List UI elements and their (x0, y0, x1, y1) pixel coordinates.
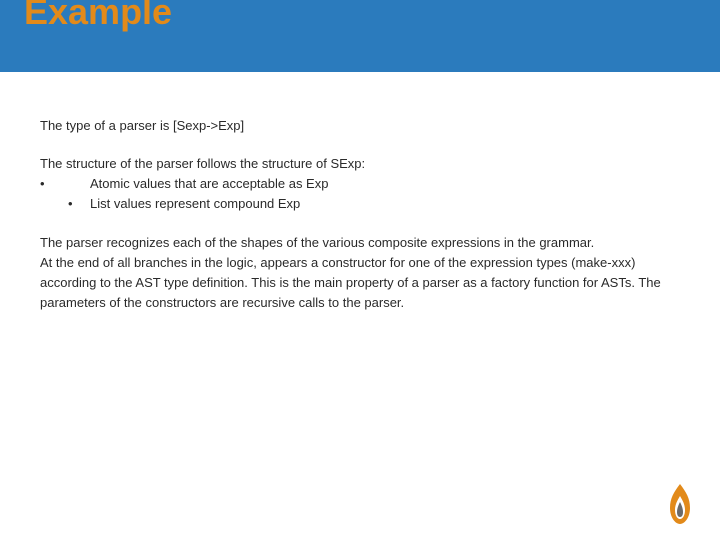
bullet-block: The structure of the parser follows the … (40, 154, 680, 214)
slide-title: Example (24, 0, 172, 30)
paragraph-1: The type of a parser is [Sexp->Exp] (40, 116, 680, 136)
bullet-intro: The structure of the parser follows the … (40, 154, 680, 174)
bullet-marker: • (40, 174, 90, 194)
bullet-marker: • (40, 194, 90, 214)
bullet-text: List values represent compound Exp (90, 194, 300, 214)
bullet-item: • Atomic values that are acceptable as E… (40, 174, 680, 194)
bullet-text: Atomic values that are acceptable as Exp (90, 174, 328, 194)
slide-body: The type of a parser is [Sexp->Exp] The … (0, 72, 720, 313)
paragraph-3: The parser recognizes each of the shapes… (40, 233, 680, 253)
paragraph-4: At the end of all branches in the logic,… (40, 253, 680, 313)
bullet-item: • List values represent compound Exp (40, 194, 680, 214)
flame-logo-icon (662, 482, 698, 526)
